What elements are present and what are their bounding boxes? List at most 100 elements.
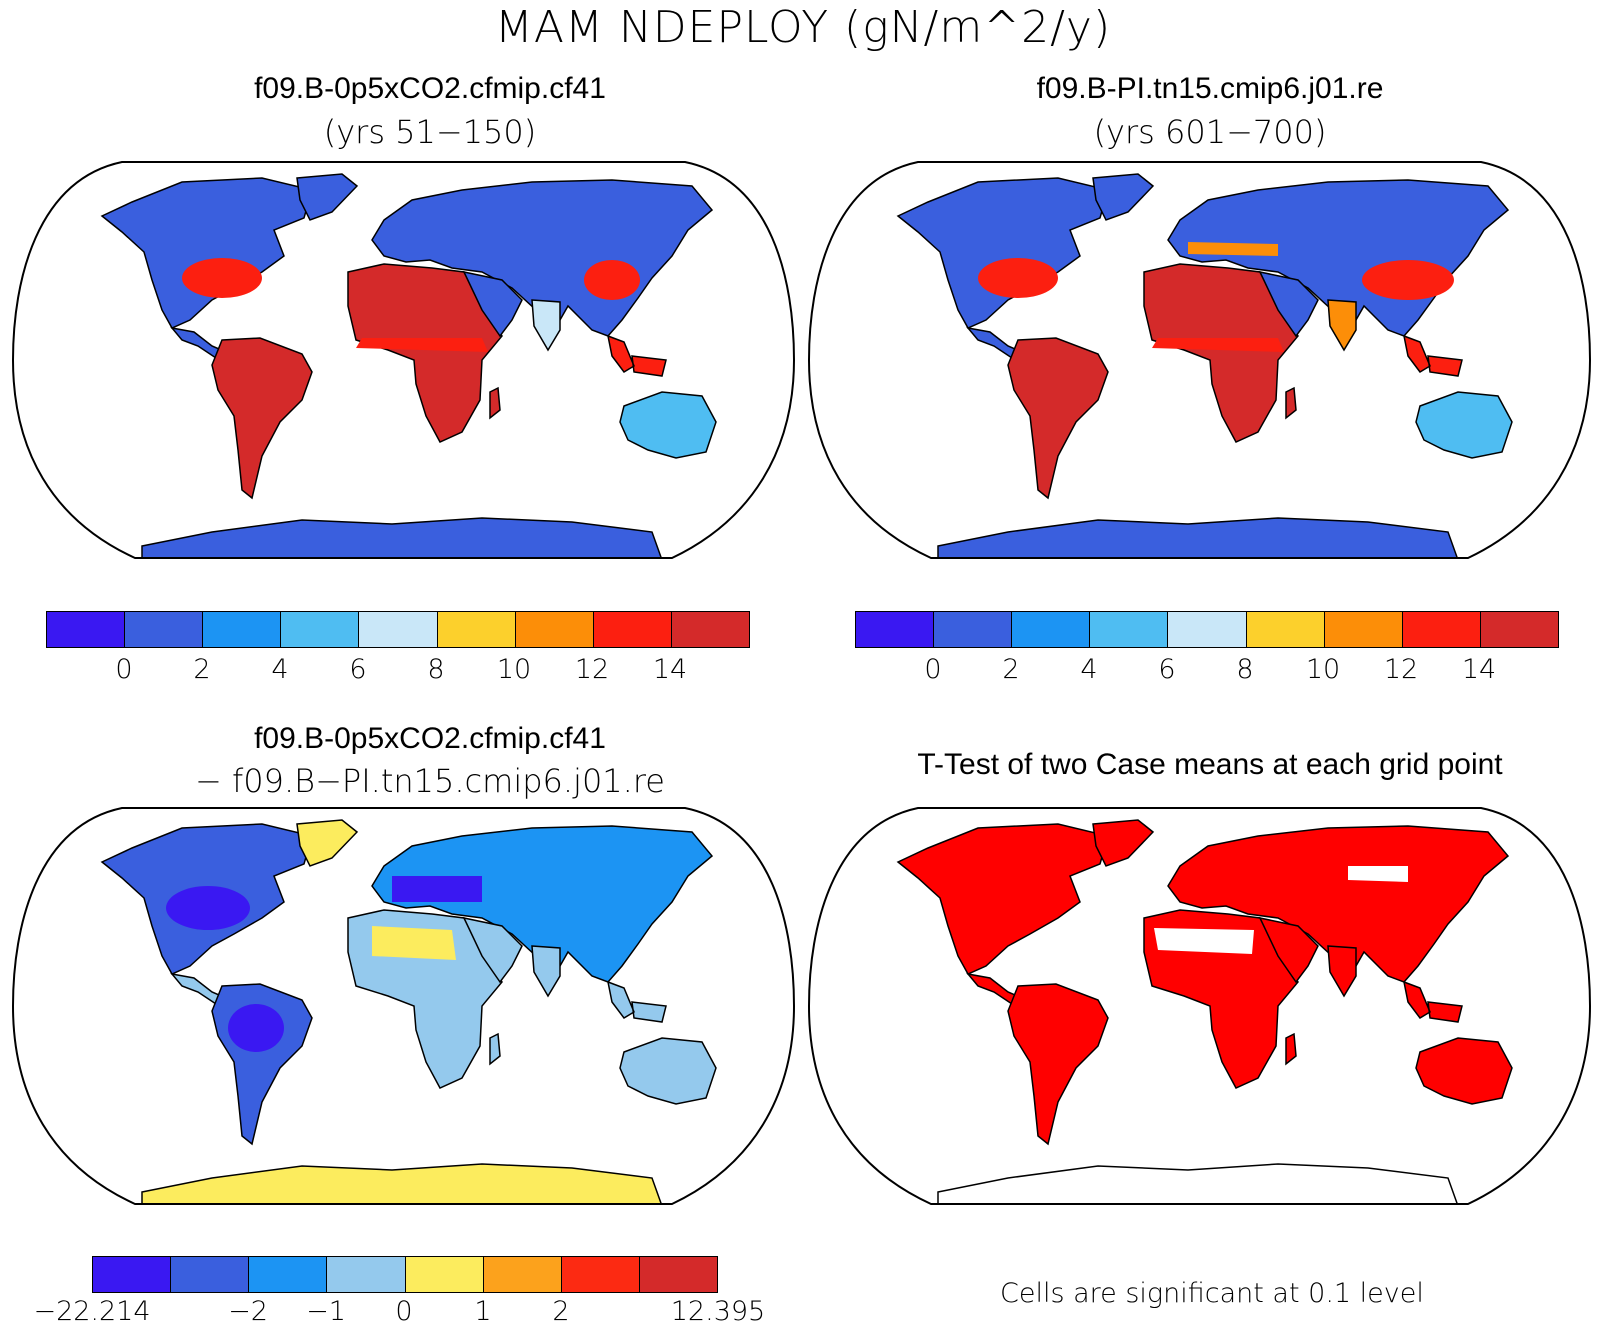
colorbar-tick-label: 8	[427, 654, 445, 685]
panel-subtitle-top-left: (yrs 51−150)	[323, 113, 537, 151]
sahel-band	[356, 338, 488, 352]
sahara-increase	[372, 926, 456, 960]
map-top-right	[808, 161, 1591, 559]
region-india	[1327, 945, 1357, 998]
colorbar-swatch	[1480, 612, 1558, 647]
colorbar-tick-label: 2	[193, 654, 211, 685]
region-australia	[619, 1037, 717, 1105]
colorbar-tick-label: 12.395	[670, 1296, 766, 1327]
colorbar-tick-label: 1	[474, 1296, 492, 1327]
land-layer	[100, 819, 717, 1204]
colorbar-tick-label: 10	[496, 654, 532, 685]
colorbar-swatch	[249, 1257, 328, 1292]
colorbar-swatch	[515, 612, 594, 647]
colorbar-tick-label: 14	[1461, 654, 1497, 685]
map-bottom-right	[808, 807, 1591, 1205]
region-sa	[211, 337, 313, 500]
colorbar-swatch	[437, 612, 516, 647]
colorbar-tick-label: 0	[924, 654, 942, 685]
not-significant-siberia	[1348, 866, 1408, 882]
colorbar-tick-label: 2	[1002, 654, 1020, 685]
map-bottom-left	[12, 807, 795, 1205]
colorbar-tick-label: 0	[115, 654, 133, 685]
colorbar-tick-label: 12	[1383, 654, 1419, 685]
colorbar-tick-label: −22.214	[33, 1296, 151, 1327]
east-asia-hotspot	[1362, 260, 1454, 300]
region-na	[896, 823, 1109, 975]
colorbar-tick-label: 8	[1236, 654, 1254, 685]
colorbar-swatch	[405, 1257, 484, 1292]
region-arabia	[462, 916, 523, 984]
colorbar-tick-label: −1	[306, 1296, 346, 1327]
colorbar-tick-label: −2	[228, 1296, 268, 1327]
region-sea	[1402, 334, 1463, 377]
colorbar-swatch	[1012, 612, 1091, 647]
colorbar-top-right	[855, 611, 1559, 648]
colorbar-tick-label: 14	[652, 654, 688, 685]
colorbar-bottom-left	[92, 1256, 718, 1293]
colorbar-swatch	[359, 612, 438, 647]
region-madagascar	[1285, 386, 1297, 420]
region-india	[531, 299, 561, 352]
colorbar-swatch	[483, 1257, 562, 1292]
panel-title-bottom-right: T-Test of two Case means at each grid po…	[917, 748, 1503, 781]
colorbar-swatch	[281, 612, 360, 647]
region-antarctica	[937, 517, 1460, 558]
region-greenland	[296, 819, 359, 867]
colorbar-tick-label: 4	[271, 654, 289, 685]
map-border	[12, 161, 795, 559]
map-border	[12, 807, 795, 1205]
colorbar-swatch	[934, 612, 1013, 647]
colorbar-swatch	[639, 1257, 717, 1292]
colorbar-swatch	[125, 612, 204, 647]
not-significant-sahara	[1154, 928, 1254, 954]
colorbar-tick-label: 0	[395, 1296, 413, 1327]
europe-band	[1188, 242, 1278, 256]
colorbar-swatch	[327, 1257, 406, 1292]
colorbar-swatch	[856, 612, 935, 647]
colorbar-tick-label: 10	[1305, 654, 1341, 685]
colorbar-swatch	[593, 612, 672, 647]
region-arabia	[1258, 916, 1319, 984]
land-layer	[896, 819, 1513, 1204]
sahel-band	[1152, 338, 1284, 352]
main-title: MAM NDEPLOY (gN/m^2/y)	[494, 2, 1112, 53]
region-na	[100, 177, 313, 329]
region-australia	[1415, 391, 1513, 459]
colorbar-swatch	[47, 612, 126, 647]
us-east-hotspot	[978, 258, 1058, 298]
amazon-decrease	[228, 1004, 284, 1052]
colorbar-swatch	[93, 1257, 172, 1292]
region-sea	[606, 334, 667, 377]
region-greenland	[1092, 173, 1155, 221]
colorbar-tick-label: 4	[1080, 654, 1098, 685]
region-india	[531, 945, 561, 998]
map-border	[808, 161, 1591, 559]
region-arabia	[1258, 270, 1319, 338]
region-antarctica	[141, 517, 664, 558]
region-australia	[1415, 1037, 1513, 1105]
region-madagascar	[489, 1032, 501, 1066]
region-antarctica	[937, 1163, 1460, 1204]
colorbar-ticks-bottom-left: −22.214 −2 −1 0 1 2 12.395	[0, 1296, 800, 1330]
colorbar-swatch	[171, 1257, 250, 1292]
colorbar-tick-label: 6	[349, 654, 367, 685]
region-africa	[1143, 909, 1299, 1089]
colorbar-ticks-top-left: 0 2 4 6 8 10 12 14	[0, 654, 800, 688]
colorbar-tick-label: 12	[574, 654, 610, 685]
colorbar-swatch	[1246, 612, 1325, 647]
europe-decrease	[392, 876, 482, 902]
east-asia-hotspot	[584, 260, 640, 300]
region-sea	[606, 980, 667, 1023]
land-layer	[896, 173, 1513, 558]
panel-title-bottom-left: f09.B-0p5xCO2.cfmip.cf41	[254, 722, 606, 755]
colorbar-top-left	[46, 611, 750, 648]
panel-title-top-left: f09.B-0p5xCO2.cfmip.cf41	[254, 72, 606, 105]
region-australia	[619, 391, 717, 459]
region-sa	[1007, 337, 1109, 500]
land-layer	[100, 173, 717, 558]
region-india	[1327, 299, 1357, 352]
panel-title-top-right: f09.B-PI.tn15.cmip6.j01.re	[1036, 72, 1384, 105]
map-top-left	[12, 161, 795, 559]
region-greenland	[1092, 819, 1155, 867]
